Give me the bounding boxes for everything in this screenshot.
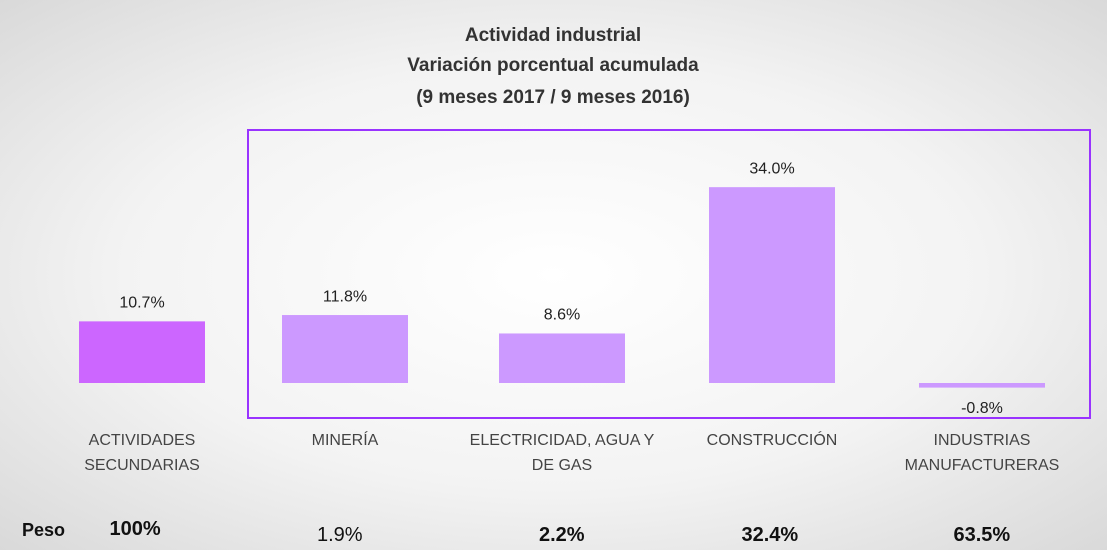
weight-value: 2.2% [539,524,585,546]
bar [282,315,408,383]
chart-title: (9 meses 2017 / 9 meses 2016) [416,87,690,108]
weight-value: 63.5% [953,524,1011,546]
data-label: 8.6% [544,307,580,324]
category-label: CONSTRUCCIÓN [706,432,838,449]
chart-title: Variación porcentual acumulada [407,55,699,76]
weight-value: 100% [109,518,161,540]
weight-value: 1.9% [317,524,363,546]
bar [919,383,1045,388]
data-label: 11.8% [323,288,367,305]
weight-header: Peso [22,520,66,540]
data-label: 10.7% [119,295,164,312]
bar [499,333,625,383]
bar [709,187,835,383]
highlight-box [247,129,1091,419]
category-label: ELECTRICIDAD, AGUA Y DE GAS [469,432,655,474]
category-label: INDUSTRIAS MANUFACTURERAS [904,432,1060,474]
data-label: -0.8% [961,400,1003,417]
data-label: 34.0% [749,160,794,177]
chart-title: Actividad industrial [465,25,641,46]
weight-value: 32.4% [741,524,799,546]
category-label: ACTIVIDADES SECUNDARIAS [84,432,200,474]
bar [79,321,205,383]
category-label: MINERÍA [311,432,379,449]
